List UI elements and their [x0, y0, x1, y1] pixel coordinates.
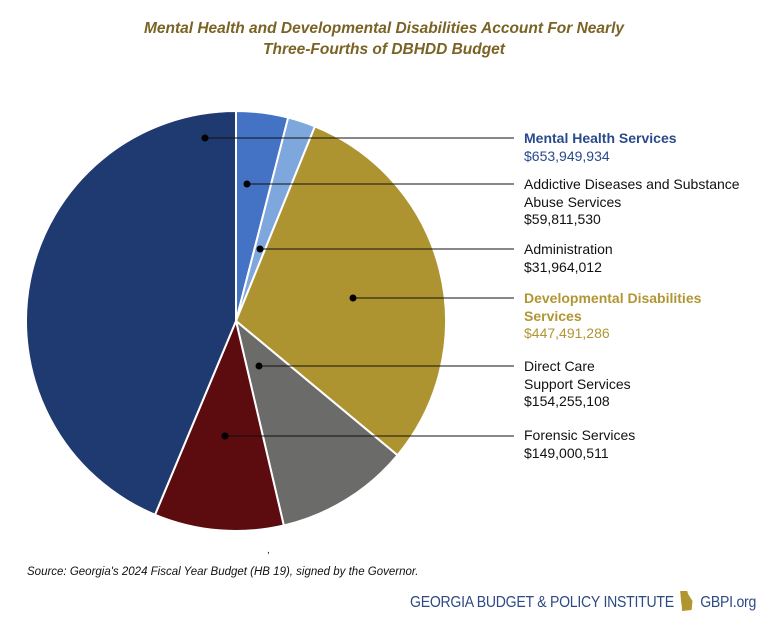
label-mental-health: Mental Health Services $653,949,934 — [524, 130, 764, 165]
stray-mark: , — [267, 545, 270, 556]
org-name: GEORGIA BUDGET & POLICY INSTITUTE — [410, 594, 674, 611]
slice-value: $31,964,012 — [524, 258, 602, 275]
slice-value: $149,000,511 — [524, 444, 609, 461]
label-addictive-diseases: Addictive Diseases and Substance Abuse S… — [524, 176, 764, 229]
title-line-1: Mental Health and Developmental Disabili… — [143, 20, 625, 37]
pie-slice-developmental-disabilities-services — [234, 125, 447, 457]
slice-value: $653,949,934 — [524, 147, 610, 164]
footer-branding: GEORGIA BUDGET & POLICY INSTITUTE GBPI.or… — [410, 591, 756, 612]
leader-dot-direct-care-support-services — [255, 362, 263, 370]
slice-name: Addictive Diseases and Substance Abuse S… — [524, 176, 740, 210]
georgia-map-icon — [679, 591, 693, 611]
slice-name: Administration — [524, 241, 613, 257]
source-note: Source: Georgia's 2024 Fiscal Year Budge… — [27, 566, 419, 578]
leader-dot-developmental-disabilities-services — [349, 294, 357, 302]
slice-name: Mental Health Services — [524, 130, 677, 146]
leader-dot-mental-health-services — [201, 134, 209, 142]
leader-dot-forensic-services — [221, 432, 229, 440]
label-developmental-disabilities: Developmental Disabilities Services $447… — [524, 290, 764, 343]
slice-value: $154,255,108 — [524, 393, 610, 409]
label-direct-care: Direct Care Support Services $154,255,10… — [524, 358, 764, 411]
leader-dot-administration — [256, 245, 264, 253]
pie-slice-direct-care-support-services — [234, 318, 399, 527]
title-line-2: Three-Fourths of DBHDD Budget — [263, 41, 505, 58]
slice-value: $59,811,530 — [524, 211, 601, 227]
pie-slice-forensic-services — [153, 317, 286, 532]
chart-title: Mental Health and Developmental Disabili… — [0, 18, 768, 60]
leader-dot-addictive-diseases-and-substance-abuse-services — [243, 180, 251, 188]
slice-name: Developmental Disabilities Services — [524, 290, 702, 324]
slice-name: Forensic Services — [524, 427, 636, 443]
slice-name: Direct Care Support Services — [524, 358, 631, 392]
label-administration: Administration $31,964,012 — [524, 241, 764, 276]
pie-slice-mental-health-services — [25, 109, 237, 517]
slice-value: $447,491,286 — [524, 325, 610, 341]
org-url: GBPI.org — [700, 594, 757, 611]
label-forensic: Forensic Services $149,000,511 — [524, 427, 764, 462]
